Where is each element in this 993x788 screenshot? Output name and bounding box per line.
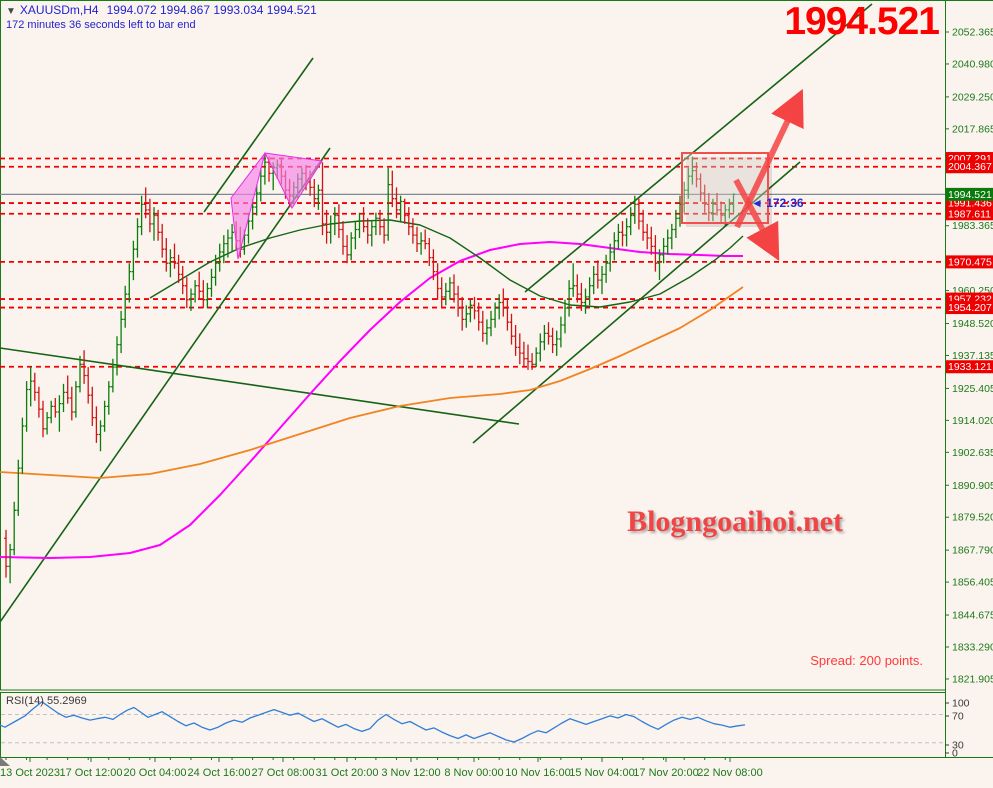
price-level-badge xyxy=(946,160,993,174)
rsi-scale-label: 30 xyxy=(952,740,964,752)
price-level-badge xyxy=(946,360,993,374)
rsi-scale-label: 0 xyxy=(952,748,958,760)
price-level-badge-text: 1987.611 xyxy=(948,208,991,220)
support-resistance-lines xyxy=(0,157,945,368)
price-axis: 2052.365 2040.980 2029.250 2017.865 1983.365… xyxy=(945,0,993,760)
time-axis-label: 17 Nov 20:00 xyxy=(633,767,698,779)
rsi-indicator-label: RSI(14) 55.2969 xyxy=(6,695,87,707)
time-axis: 13 Oct 2023 17 Oct 12:00 20 Oct 04:00 24 Oc… xyxy=(0,758,763,779)
price-tick-label: 1844.675 xyxy=(952,610,993,622)
bar-countdown-text: 172 minutes 36 seconds left to bar end xyxy=(6,19,196,31)
rsi-pane xyxy=(0,701,945,744)
ma-magenta-line xyxy=(0,241,743,559)
scroll-to-end-triangle[interactable] xyxy=(0,757,10,766)
symbol-dropdown-icon[interactable]: ▼ xyxy=(6,6,16,17)
price-tick-label: 1856.405 xyxy=(952,577,993,589)
time-axis-label: 15 Nov 04:00 xyxy=(569,767,634,779)
symbol-timeframe-label: XAUUSDm,H4 xyxy=(19,3,99,17)
price-level-badge-text: 1970.475 xyxy=(948,256,992,268)
projection-down-arrow xyxy=(733,178,780,261)
moving-averages xyxy=(0,219,744,559)
price-tick-label: 1821.905 xyxy=(952,673,993,685)
price-level-badge xyxy=(946,301,993,315)
site-watermark: Blogngoaihoi.net xyxy=(627,505,843,538)
bar-countdown-tag: ◄ 172:36 xyxy=(751,196,804,210)
price-level-badge-text: 2004.367 xyxy=(948,161,992,173)
price-level-badge xyxy=(946,207,993,221)
time-axis-label: 22 Nov 08:00 xyxy=(697,767,762,779)
time-axis-label: 31 Oct 20:00 xyxy=(316,767,379,779)
harmonic-pattern-triangle xyxy=(264,152,323,210)
price-tick-label: 2040.980 xyxy=(952,58,993,70)
price-tick-label: 1914.020 xyxy=(952,415,993,427)
price-tick-label: 1890.905 xyxy=(952,480,993,492)
time-axis-label: 10 Nov 16:00 xyxy=(505,767,570,779)
trendlines xyxy=(0,3,873,623)
price-tick-label: 1879.520 xyxy=(952,512,993,524)
price-tick-label: 2052.365 xyxy=(952,27,993,39)
price-level-badge xyxy=(946,255,993,269)
price-level-badge xyxy=(946,187,993,201)
harmonic-pattern xyxy=(230,152,323,260)
time-axis-label: 8 Nov 00:00 xyxy=(444,767,503,779)
rsi-scale-label: 70 xyxy=(952,711,964,723)
uptrend-left-lower xyxy=(0,147,331,623)
time-axis-label: 20 Oct 04:00 xyxy=(124,767,187,779)
price-tick-label: 1833.290 xyxy=(952,641,993,653)
price-level-badge-text: 1994.521 xyxy=(948,189,992,201)
descending-line xyxy=(0,347,520,425)
rsi-line xyxy=(0,701,746,743)
price-tick-label: 1925.405 xyxy=(952,383,993,395)
ma-green-line xyxy=(149,219,744,308)
price-tick-label: 1937.135 xyxy=(952,350,993,362)
time-axis-label: 17 Oct 12:00 xyxy=(60,767,123,779)
price-tick-label: 1983.365 xyxy=(952,220,993,232)
rsi-scale-label: 100 xyxy=(952,698,970,710)
chart-header: ▼ XAUUSDm,H4 1994.072 1994.867 1993.034 19… xyxy=(6,3,317,17)
current-price-display: 1994.521 xyxy=(784,0,940,43)
time-axis-label: 24 Oct 16:00 xyxy=(188,767,251,779)
price-level-badge-text: 1933.121 xyxy=(948,361,992,373)
price-tick-label: 2029.250 xyxy=(952,91,993,103)
projection-arrows xyxy=(733,88,804,261)
harmonic-pattern-triangle xyxy=(230,152,266,260)
time-axis-label: 3 Nov 12:00 xyxy=(381,767,440,779)
price-tick-label: 2017.865 xyxy=(952,123,993,135)
price-tick-label: 1867.790 xyxy=(952,545,993,557)
price-level-badge-text: 1954.207 xyxy=(948,302,992,314)
pane-borders xyxy=(0,0,993,758)
spread-label: Spread: 200 points. xyxy=(810,653,923,668)
ohlc-quote-values: 1994.072 1994.867 1993.034 1994.521 xyxy=(106,3,317,17)
time-axis-label: 13 Oct 2023 xyxy=(0,767,60,779)
price-tick-label: 1902.635 xyxy=(952,447,993,459)
scroll-marker xyxy=(0,757,10,766)
ma-orange-line xyxy=(0,286,744,479)
price-tick-label: 1948.520 xyxy=(952,318,993,330)
uptrend-left-upper xyxy=(203,57,314,213)
time-axis-label: 27 Oct 08:00 xyxy=(252,767,315,779)
